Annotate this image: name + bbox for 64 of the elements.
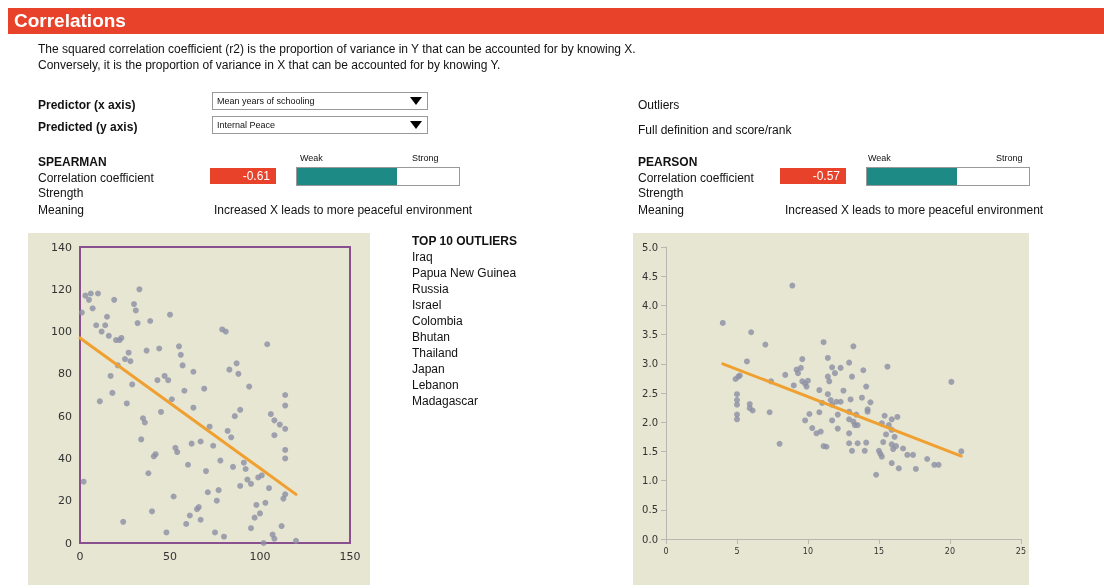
x-tick-label: 50 [163,550,177,563]
text: TOP 10 OUTLIERS [412,234,517,248]
text: Strength [638,186,684,200]
text: Madagascar [412,394,479,408]
y-tick-label: 1.5 [642,445,658,457]
x-tick-label: 150 [339,550,361,563]
text: The squared correlation coefficient (r2) is the proportion of variance in Y that can be accounted for by knowing X. [38,42,636,56]
text: Papua New Guinea [412,266,517,280]
x-tick-label: 15 [873,546,885,556]
text: Iraq [412,250,433,264]
text: Meaning [38,203,85,217]
text: Correlations [8,8,1104,34]
text: Predicted (y axis) [38,120,138,134]
y-tick-label: 40 [58,451,72,465]
y-tick-label: 3.0 [642,358,658,370]
y-tick-label: 20 [58,494,72,508]
y-tick-label: 4.0 [642,299,658,311]
text: Meaning [638,203,685,217]
text: Internal Peace [212,116,428,134]
y-tick-label: 0.5 [642,504,658,516]
x-tick-label: 20 [944,546,956,556]
y-tick-label: 4.5 [642,270,658,282]
text: Strong [996,152,1023,165]
text: Russia [412,282,449,296]
text: Increased X leads to more peaceful environment [785,203,1044,217]
x-tick-label: 10 [802,546,814,556]
x-tick-label: 5 [734,546,740,556]
text: Thailand [412,346,459,360]
y-tick-label: 2.5 [642,387,658,399]
text: Correlation coefficient [638,171,754,185]
y-tick-label: 60 [58,409,72,423]
text: SPEARMAN [38,155,107,169]
text: Increased X leads to more peaceful environment [214,203,473,217]
text: Mean years of schooling [212,92,428,110]
text: PEARSON [638,155,698,169]
text: Strength [38,186,84,200]
y-tick-label: 1.0 [642,475,658,487]
text: -0.57 [780,168,846,184]
text: -0.61 [210,168,276,184]
text: Israel [412,298,442,312]
text: Weak [300,152,323,165]
text: Lebanon [412,378,459,392]
text: Outliers [638,98,680,112]
y-tick-label: 0.0 [642,533,658,545]
text: Conversely, it is the proportion of variance in X that can be accounted for by knowing Y. [38,58,501,72]
y-tick-label: 140 [51,240,72,254]
text: Correlation coefficient [38,171,154,185]
text: Strong [412,152,439,165]
text: Weak [868,152,891,165]
y-tick-label: 5.0 [642,241,658,253]
text: Full definition and score/rank [638,123,792,137]
x-tick-label: 0 [663,546,669,556]
x-tick-label: 100 [249,550,271,563]
y-tick-label: 3.5 [642,329,658,341]
x-tick-label: 0 [76,550,84,563]
x-tick-label: 25 [1015,546,1026,556]
y-tick-label: 120 [51,282,72,296]
text: Bhutan [412,330,451,344]
text: Japan [412,362,445,376]
y-tick-label: 80 [58,367,72,381]
text: Predictor (x axis) [38,98,136,112]
y-tick-label: 2.0 [642,416,658,428]
text: Colombia [412,314,463,328]
y-tick-label: 100 [51,325,72,339]
